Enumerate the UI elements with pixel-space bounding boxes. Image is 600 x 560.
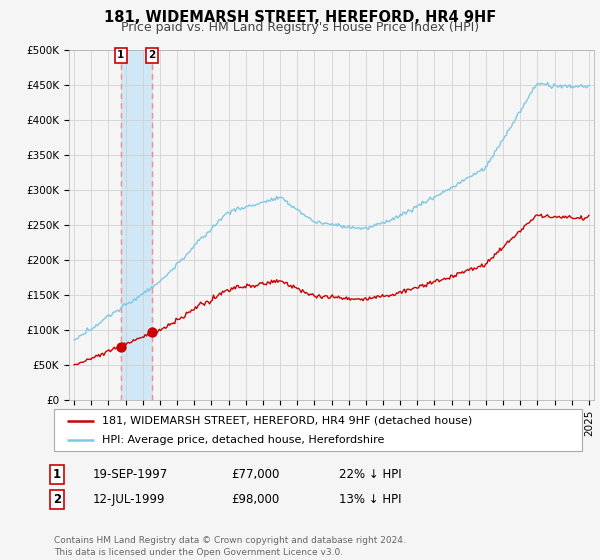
- Point: [147, 327, 157, 336]
- Text: 12-JUL-1999: 12-JUL-1999: [93, 493, 166, 506]
- Bar: [121, 50, 152, 400]
- Text: 1: 1: [53, 468, 61, 481]
- Text: Contains HM Land Registry data © Crown copyright and database right 2024.
This d: Contains HM Land Registry data © Crown c…: [54, 536, 406, 557]
- Text: £98,000: £98,000: [231, 493, 279, 506]
- Point: [116, 342, 125, 351]
- Text: 19-SEP-1997: 19-SEP-1997: [93, 468, 168, 481]
- Text: 13% ↓ HPI: 13% ↓ HPI: [339, 493, 401, 506]
- Text: 2: 2: [148, 50, 155, 60]
- Text: 2: 2: [53, 493, 61, 506]
- Text: 1: 1: [117, 50, 124, 60]
- Text: 22% ↓ HPI: 22% ↓ HPI: [339, 468, 401, 481]
- Text: 181, WIDEMARSH STREET, HEREFORD, HR4 9HF (detached house): 181, WIDEMARSH STREET, HEREFORD, HR4 9HF…: [101, 416, 472, 426]
- Text: Price paid vs. HM Land Registry's House Price Index (HPI): Price paid vs. HM Land Registry's House …: [121, 21, 479, 34]
- Text: HPI: Average price, detached house, Herefordshire: HPI: Average price, detached house, Here…: [101, 435, 384, 445]
- Text: £77,000: £77,000: [231, 468, 280, 481]
- Text: 181, WIDEMARSH STREET, HEREFORD, HR4 9HF: 181, WIDEMARSH STREET, HEREFORD, HR4 9HF: [104, 10, 496, 25]
- FancyBboxPatch shape: [54, 409, 582, 451]
